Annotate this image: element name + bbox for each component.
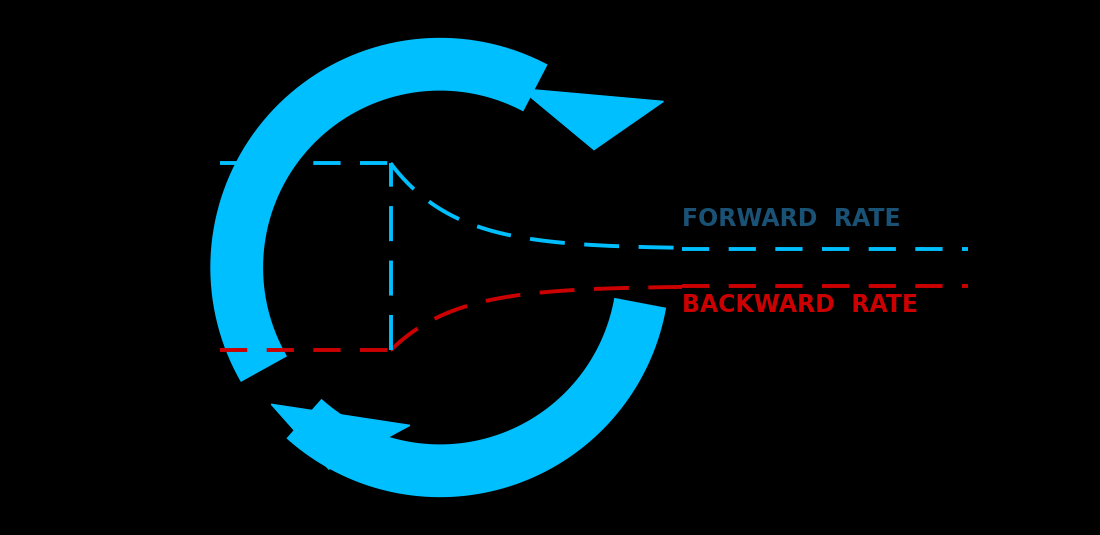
Polygon shape bbox=[520, 89, 663, 150]
Text: FORWARD  RATE: FORWARD RATE bbox=[682, 208, 901, 231]
Text: BACKWARD  RATE: BACKWARD RATE bbox=[682, 293, 918, 317]
Polygon shape bbox=[272, 404, 410, 469]
